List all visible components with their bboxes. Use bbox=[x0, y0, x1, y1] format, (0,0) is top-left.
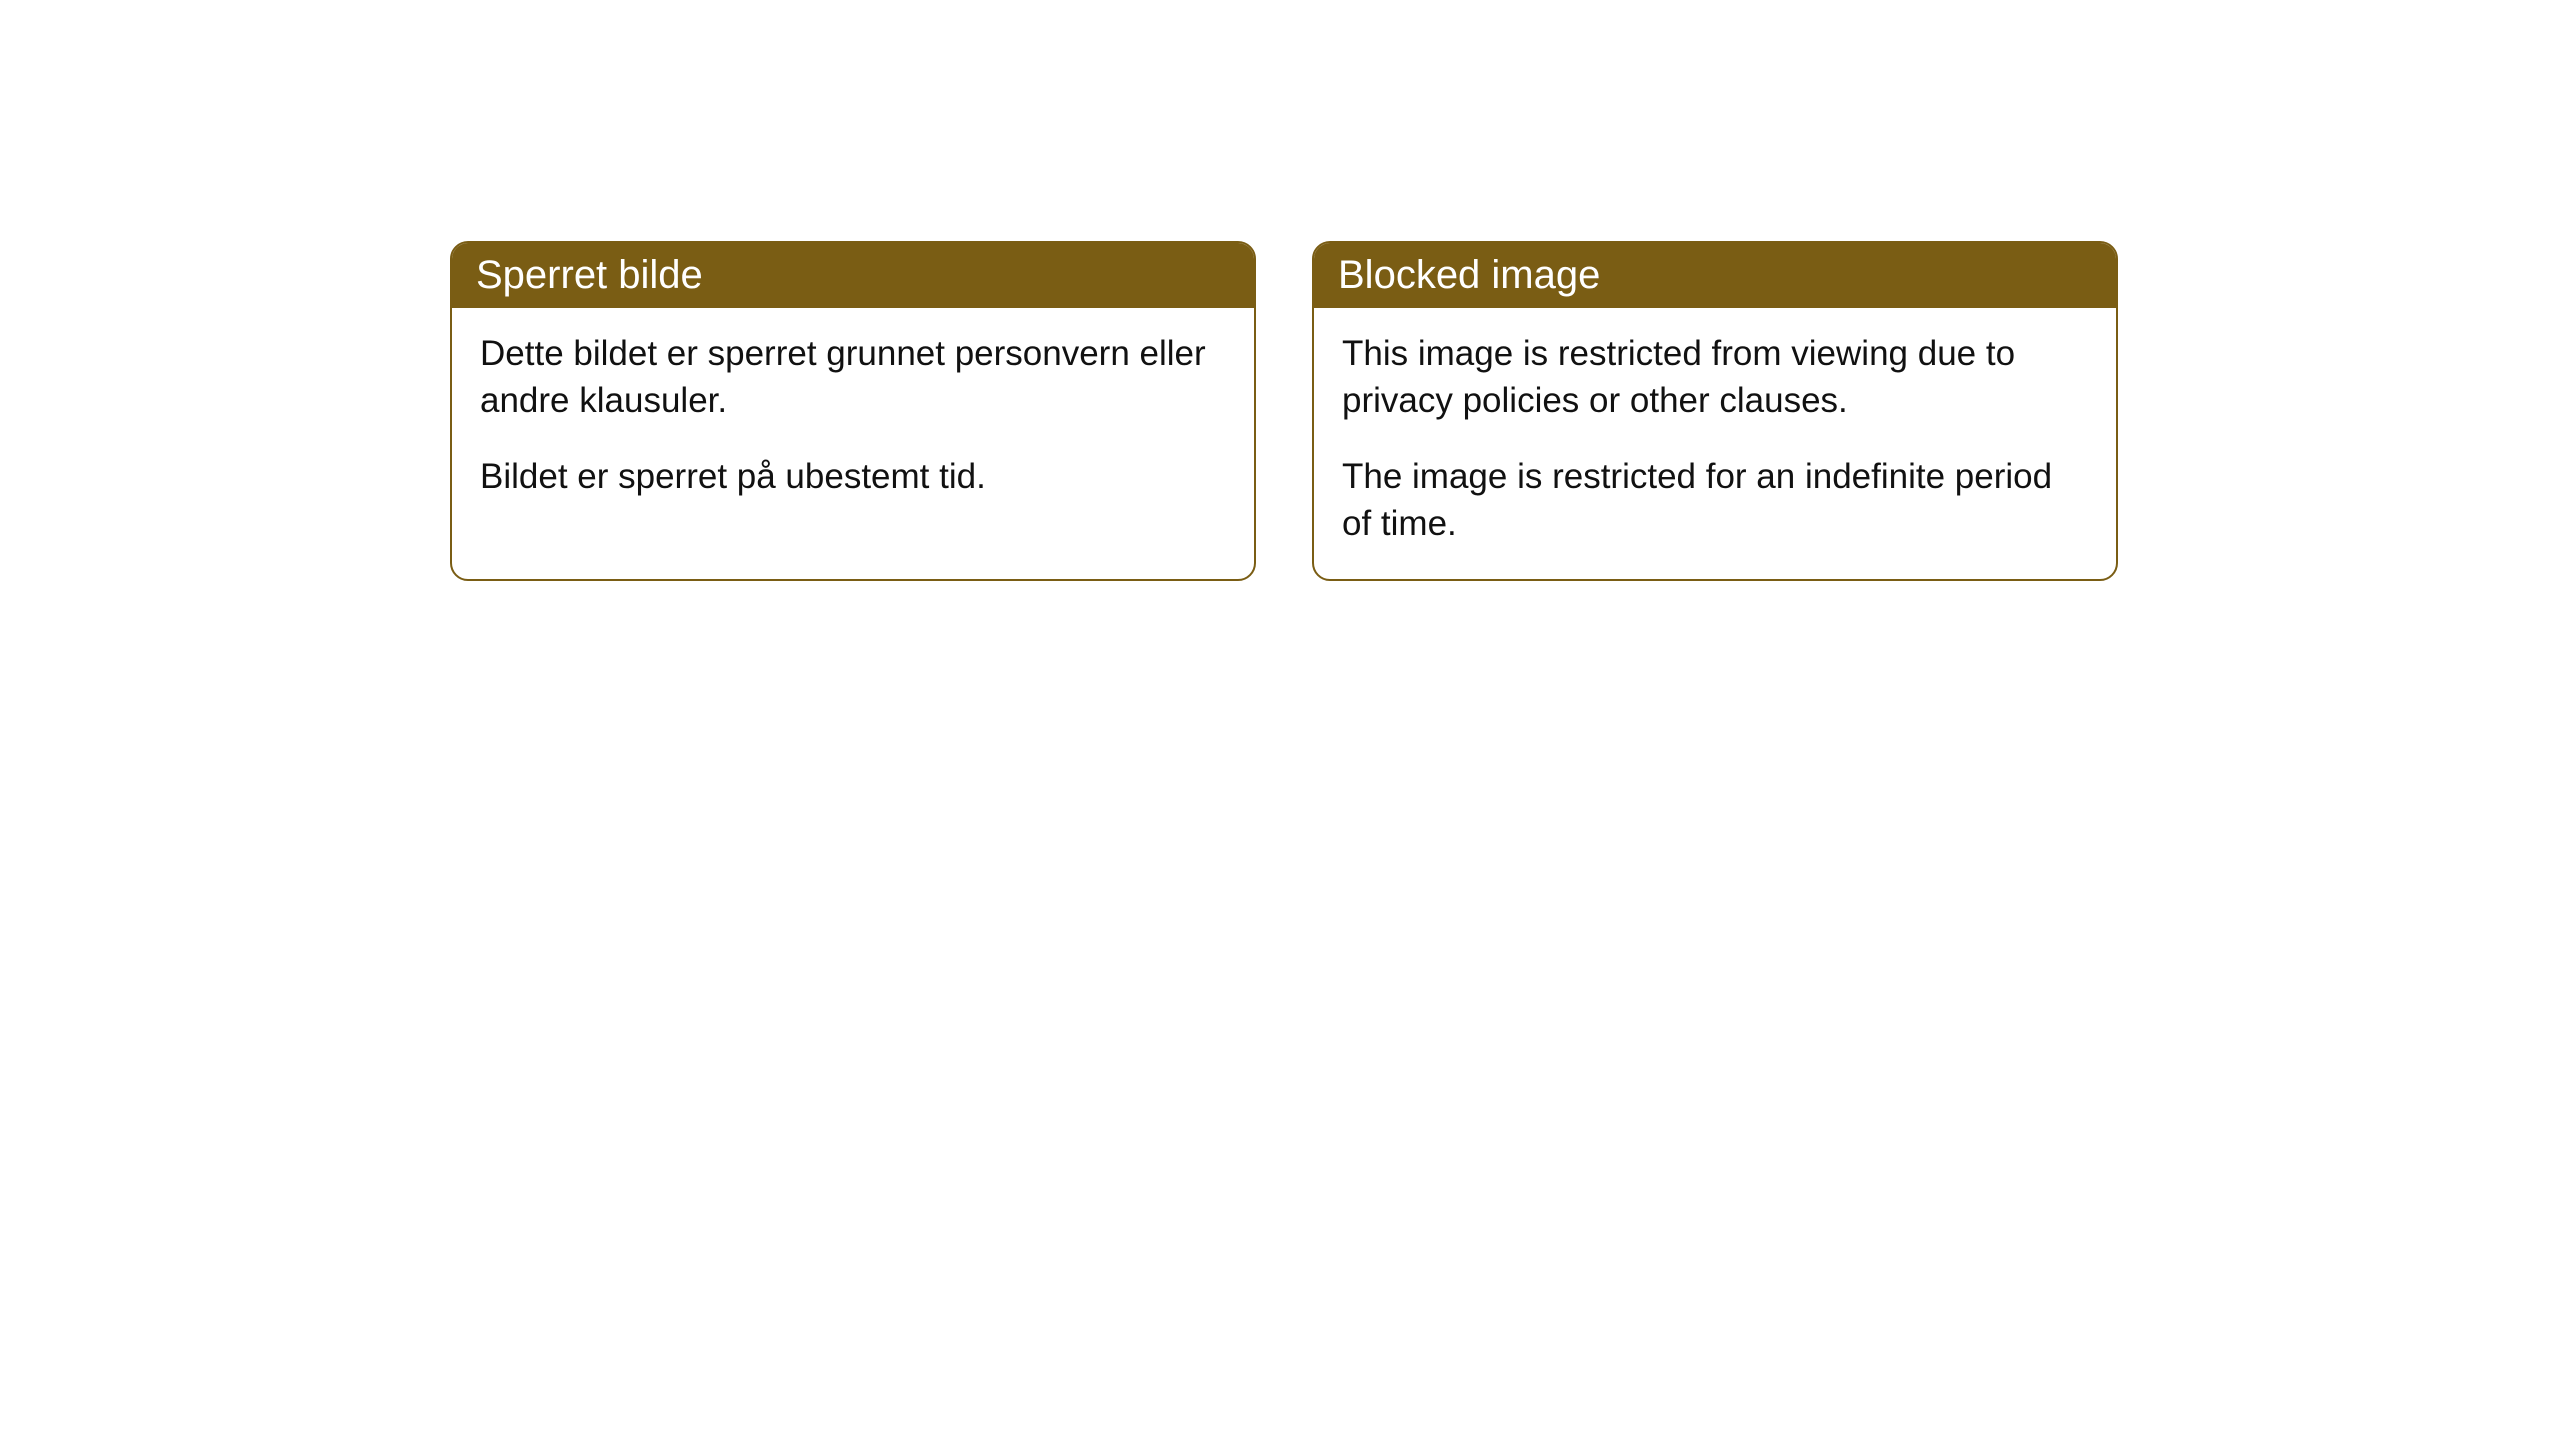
card-paragraph: This image is restricted from viewing du… bbox=[1342, 330, 2088, 425]
card-title: Sperret bilde bbox=[476, 253, 703, 297]
card-header: Blocked image bbox=[1314, 243, 2116, 308]
card-body: This image is restricted from viewing du… bbox=[1314, 308, 2116, 579]
card-body: Dette bildet er sperret grunnet personve… bbox=[452, 308, 1254, 532]
notice-card-norwegian: Sperret bilde Dette bildet er sperret gr… bbox=[450, 241, 1256, 581]
card-paragraph: The image is restricted for an indefinit… bbox=[1342, 453, 2088, 548]
card-paragraph: Bildet er sperret på ubestemt tid. bbox=[480, 453, 1226, 500]
card-title: Blocked image bbox=[1338, 253, 1600, 297]
card-header: Sperret bilde bbox=[452, 243, 1254, 308]
card-paragraph: Dette bildet er sperret grunnet personve… bbox=[480, 330, 1226, 425]
notice-card-english: Blocked image This image is restricted f… bbox=[1312, 241, 2118, 581]
notice-cards-container: Sperret bilde Dette bildet er sperret gr… bbox=[450, 241, 2118, 581]
